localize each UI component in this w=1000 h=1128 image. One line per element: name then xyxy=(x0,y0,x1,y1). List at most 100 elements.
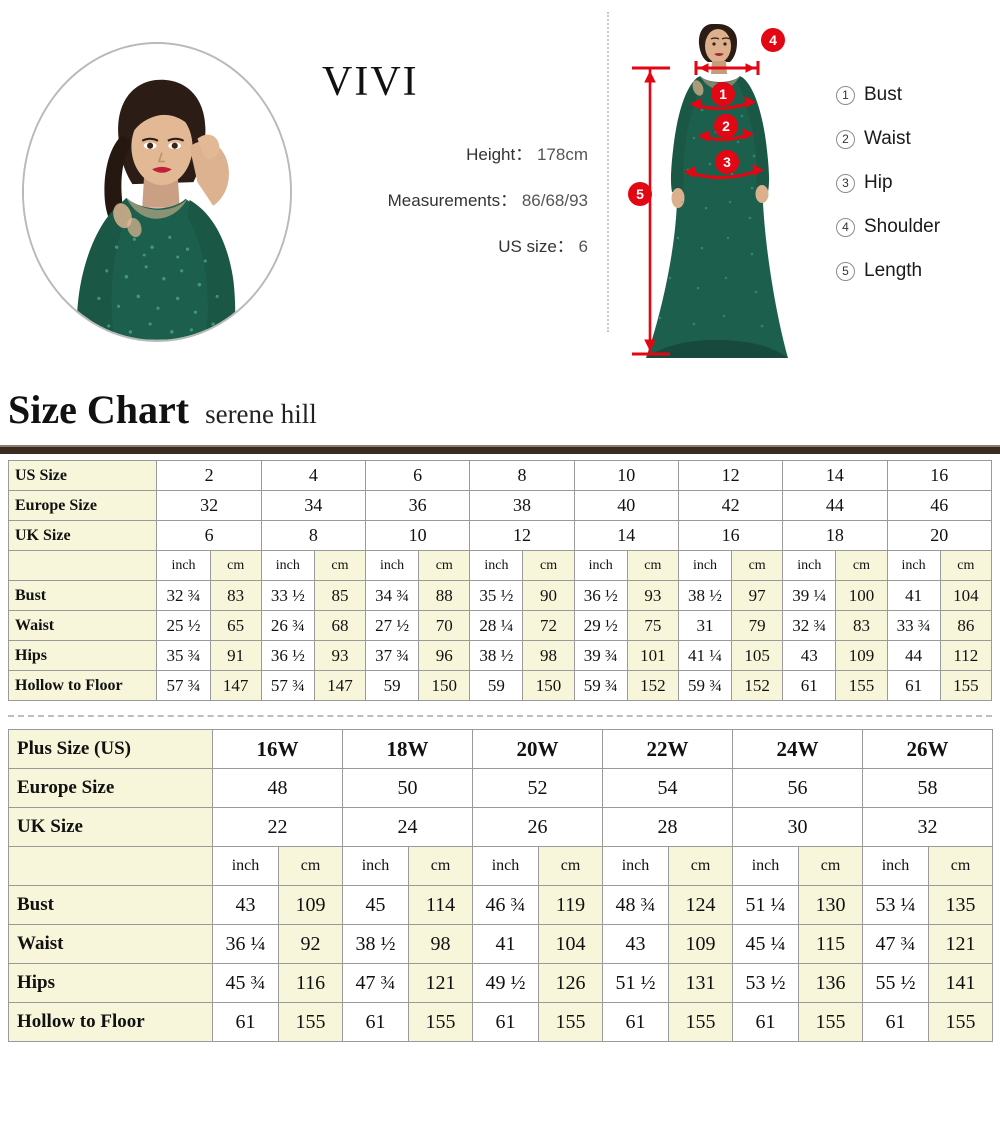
hollow-cm: 147 xyxy=(313,670,367,701)
hollow-inch: 61 xyxy=(886,670,941,701)
waist-cm: 65 xyxy=(209,610,262,641)
hips-cm: 93 xyxy=(313,640,367,671)
legend-item-length: 5 Length xyxy=(836,260,996,282)
hips-cm: 101 xyxy=(626,640,679,671)
hips-inch: 45 ¾ xyxy=(212,963,279,1003)
waist-cm: 121 xyxy=(928,924,993,964)
standard-size-table-block: US Size 2 4 6 8 10 12 14 16 Europe Size … xyxy=(0,460,1000,701)
us-size-cell: 8 xyxy=(469,460,575,491)
unit-cm: cm xyxy=(522,550,575,581)
hollow-inch: 57 ¾ xyxy=(260,670,315,701)
hollow-inch: 61 xyxy=(602,1002,669,1042)
us-size-cell: 2 xyxy=(156,460,262,491)
hollow-inch: 59 ¾ xyxy=(573,670,628,701)
model-photo-illustration xyxy=(24,44,290,340)
table-row-waist: Waist 36 ¼ 92 38 ½ 98 41 104 43 109 45 ¼… xyxy=(8,924,993,964)
us-size-cell: 16 xyxy=(886,460,993,491)
bust-cm: 90 xyxy=(522,580,575,611)
waist-cm: 104 xyxy=(538,924,603,964)
uk-size-cell: 32 xyxy=(862,807,993,847)
plus-size-cell: 16W xyxy=(212,729,343,769)
europe-size-cell: 50 xyxy=(342,768,473,808)
hollow-cm: 150 xyxy=(522,670,575,701)
hips-cm: 131 xyxy=(668,963,733,1003)
row-label: Hips xyxy=(8,963,213,1003)
svg-text:2: 2 xyxy=(722,118,730,134)
unit-cm: cm xyxy=(408,846,473,886)
bust-inch: 36 ½ xyxy=(573,580,628,611)
units-row-blank xyxy=(8,846,213,886)
uk-size-cell: 14 xyxy=(573,520,679,551)
bust-inch: 41 xyxy=(886,580,941,611)
uk-size-cell: 28 xyxy=(602,807,733,847)
table-row-hips: Hips 45 ¾ 116 47 ¾ 121 49 ½ 126 51 ½ 131… xyxy=(8,963,993,1003)
waist-cm: 83 xyxy=(835,610,888,641)
europe-size-cell: 52 xyxy=(472,768,603,808)
model-info-block: VIVI Height： 178cm Measurements： 86/68/9… xyxy=(322,58,602,278)
hollow-cm: 155 xyxy=(668,1002,733,1042)
hips-cm: 91 xyxy=(209,640,262,671)
unit-inch: inch xyxy=(782,550,837,581)
bust-cm: 100 xyxy=(835,580,888,611)
unit-cm: cm xyxy=(626,550,679,581)
unit-cm: cm xyxy=(731,550,784,581)
bust-cm: 109 xyxy=(278,885,343,925)
unit-cm: cm xyxy=(209,550,262,581)
model-us-size-label: US size： xyxy=(498,237,574,256)
bust-cm: 135 xyxy=(928,885,993,925)
unit-inch: inch xyxy=(156,550,211,581)
waist-cm: 75 xyxy=(626,610,679,641)
uk-size-cell: 20 xyxy=(886,520,993,551)
legend-item-hip: 3 Hip xyxy=(836,172,996,194)
bust-cm: 119 xyxy=(538,885,603,925)
row-label: UK Size xyxy=(7,520,158,551)
waist-inch: 43 xyxy=(602,924,669,964)
uk-size-cell: 8 xyxy=(260,520,367,551)
waist-inch: 38 ½ xyxy=(342,924,409,964)
legend-number-icon: 3 xyxy=(836,173,855,193)
size-chart-heading: Size Chart serene hill xyxy=(0,386,1000,460)
table-row-units: inch cm inch cm inch cm inch cm inch cm … xyxy=(7,550,993,581)
table-row-us-size: US Size 2 4 6 8 10 12 14 16 xyxy=(7,460,993,491)
uk-size-cell: 10 xyxy=(365,520,471,551)
page-title: Size Chart xyxy=(8,387,190,432)
table-row-units: inch cm inch cm inch cm inch cm inch cm … xyxy=(8,846,993,886)
bust-inch: 43 xyxy=(212,885,279,925)
hips-cm: 116 xyxy=(278,963,343,1003)
hollow-inch: 61 xyxy=(732,1002,799,1042)
bust-inch: 51 ¼ xyxy=(732,885,799,925)
table-row-bust: Bust 43 109 45 114 46 ¾ 119 48 ¾ 124 51 … xyxy=(8,885,993,925)
us-size-cell: 14 xyxy=(782,460,888,491)
unit-inch: inch xyxy=(862,846,929,886)
hips-cm: 141 xyxy=(928,963,993,1003)
model-measurements-line: Measurements： 86/68/93 xyxy=(322,186,602,211)
measurement-legend: 1 Bust 2 Waist 3 Hip 4 Shoulder 5 Length xyxy=(836,84,996,304)
europe-size-cell: 54 xyxy=(602,768,733,808)
hips-inch: 49 ½ xyxy=(472,963,539,1003)
hips-inch: 41 ¼ xyxy=(677,640,733,671)
table-row-europe-size: Europe Size 48 50 52 54 56 58 xyxy=(8,768,993,808)
europe-size-cell: 42 xyxy=(677,490,784,521)
legend-number-icon: 4 xyxy=(836,217,855,237)
unit-cm: cm xyxy=(278,846,343,886)
europe-size-cell: 38 xyxy=(469,490,575,521)
plus-size-table: Plus Size (US) 16W 18W 20W 22W 24W 26W E… xyxy=(8,729,993,1042)
row-label: US Size xyxy=(7,460,158,491)
svg-text:5: 5 xyxy=(636,186,644,202)
legend-item-bust: 1 Bust xyxy=(836,84,996,106)
us-size-cell: 4 xyxy=(260,460,367,491)
bust-inch: 53 ¼ xyxy=(862,885,929,925)
unit-cm: cm xyxy=(798,846,863,886)
hollow-cm: 155 xyxy=(939,670,993,701)
unit-inch: inch xyxy=(212,846,279,886)
bust-inch: 32 ¾ xyxy=(156,580,211,611)
table-row-hollow-to-floor: Hollow to Floor 57 ¾ 147 57 ¾ 147 59 150… xyxy=(7,670,993,701)
hips-inch: 37 ¾ xyxy=(365,640,420,671)
legend-item-shoulder: 4 Shoulder xyxy=(836,216,996,238)
hollow-cm: 155 xyxy=(835,670,888,701)
bust-inch: 33 ½ xyxy=(260,580,315,611)
bust-inch: 35 ½ xyxy=(469,580,524,611)
hips-cm: 105 xyxy=(731,640,784,671)
model-measurements-value: 86/68/93 xyxy=(521,191,588,210)
